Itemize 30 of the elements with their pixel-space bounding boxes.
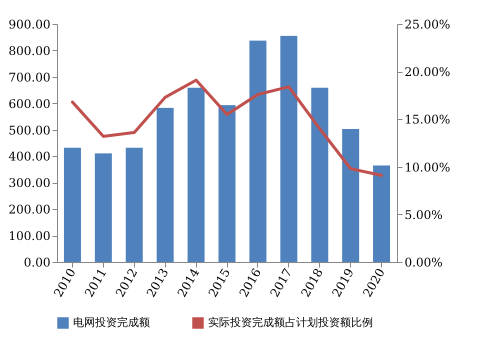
- bar: [188, 88, 205, 262]
- bar: [156, 108, 174, 262]
- y2-tick-label: 25.00%: [404, 18, 450, 32]
- legend-label: 电网投资完成额: [73, 316, 150, 329]
- legend-label: 实际投资完成额占计划投资额比例: [208, 316, 373, 329]
- y-tick-label: 400.00: [8, 150, 50, 164]
- y-tick-label: 900.00: [8, 18, 50, 32]
- bar: [218, 105, 236, 262]
- y2-tick-label: 15.00%: [404, 112, 450, 127]
- bar: [64, 148, 81, 262]
- y-tick-label: 300.00: [8, 176, 50, 190]
- bar: [249, 40, 266, 262]
- y-tick-label: 0.00: [24, 256, 50, 270]
- y2-tick-label: 5.00%: [404, 208, 443, 222]
- bar: [126, 148, 143, 262]
- bar: [280, 36, 298, 262]
- y2-tick-label: 0.00%: [404, 256, 443, 270]
- bar: [94, 153, 112, 262]
- y-tick-label: 200.00: [8, 202, 50, 217]
- y-tick-label: 100.00: [8, 229, 50, 244]
- y-tick-label: 500.00: [8, 123, 50, 138]
- y-tick-label: 800.00: [8, 44, 50, 58]
- bar: [311, 88, 328, 262]
- y2-tick-label: 10.00%: [404, 160, 450, 174]
- y-tick-label: 700.00: [8, 70, 50, 84]
- bar: [342, 128, 360, 262]
- y-tick-label: 600.00: [8, 96, 50, 111]
- line-series: [70, 78, 384, 177]
- y2-tick-label: 20.00%: [404, 65, 450, 80]
- bar: [373, 165, 390, 262]
